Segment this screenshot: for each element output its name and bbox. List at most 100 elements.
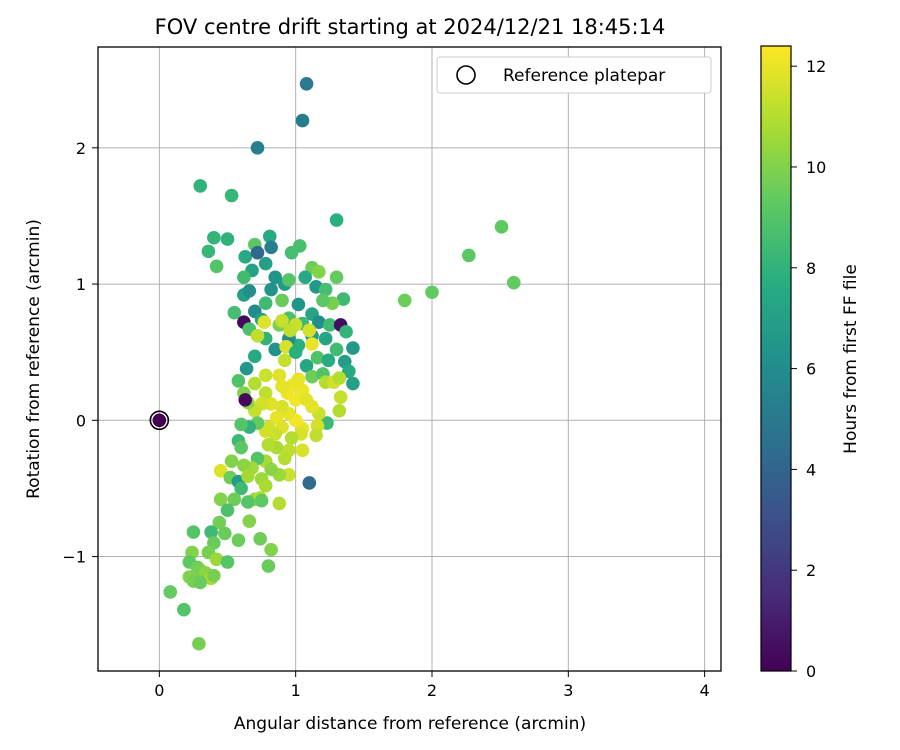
colorbar-tick-label: 4 bbox=[806, 460, 816, 479]
data-point bbox=[209, 552, 224, 567]
x-tick-label: 4 bbox=[700, 681, 710, 700]
data-point bbox=[250, 329, 265, 343]
data-point bbox=[322, 318, 337, 332]
data-point bbox=[239, 361, 254, 376]
data-point bbox=[425, 285, 439, 300]
data-point bbox=[299, 393, 314, 407]
data-point bbox=[295, 443, 310, 458]
data-point bbox=[318, 331, 333, 346]
data-point bbox=[333, 390, 348, 404]
data-point bbox=[177, 602, 191, 617]
data-point bbox=[264, 240, 278, 255]
data-point bbox=[291, 372, 306, 387]
data-point bbox=[272, 368, 287, 383]
y-axis-label: Rotation from reference (arcmin) bbox=[24, 219, 44, 499]
data-point bbox=[227, 305, 242, 320]
plot-frame bbox=[97, 46, 722, 672]
data-point bbox=[237, 458, 251, 473]
data-point bbox=[275, 379, 289, 394]
data-point bbox=[264, 462, 278, 477]
data-point bbox=[336, 292, 351, 306]
x-axis-label: Angular distance from reference (arcmin) bbox=[234, 714, 586, 734]
data-point bbox=[253, 532, 268, 546]
x-tick-label: 1 bbox=[291, 681, 301, 700]
colorbar-tick-label: 8 bbox=[806, 259, 816, 278]
y-tick-label: 2 bbox=[76, 139, 86, 158]
data-point bbox=[494, 220, 509, 234]
data-point bbox=[258, 256, 273, 271]
data-point bbox=[238, 250, 253, 264]
data-point bbox=[207, 568, 221, 583]
data-point bbox=[316, 293, 330, 308]
x-tick-label: 3 bbox=[563, 681, 573, 700]
data-point bbox=[332, 371, 347, 385]
colorbar-tick-label: 0 bbox=[806, 662, 816, 681]
y-tick-label: 1 bbox=[76, 275, 86, 294]
data-point bbox=[462, 248, 476, 263]
data-point bbox=[272, 496, 287, 511]
data-point bbox=[237, 270, 251, 285]
data-point bbox=[234, 481, 248, 496]
data-point bbox=[342, 364, 356, 379]
data-point bbox=[277, 451, 292, 466]
data-point bbox=[220, 503, 235, 518]
data-point bbox=[204, 525, 218, 539]
data-point bbox=[258, 296, 273, 310]
colorbar: 0 2 4 6 8 10 12 Hours from first FF file bbox=[760, 45, 861, 681]
data-point bbox=[186, 525, 201, 539]
data-point bbox=[305, 369, 319, 384]
legend-label: Reference platepar bbox=[503, 66, 665, 86]
data-point bbox=[312, 265, 326, 279]
data-point bbox=[224, 188, 239, 203]
data-point bbox=[346, 341, 360, 355]
data-point bbox=[220, 555, 235, 569]
data-point bbox=[192, 636, 206, 651]
data-point bbox=[234, 417, 248, 432]
y-tick-label: −1 bbox=[62, 548, 86, 567]
data-point bbox=[282, 273, 296, 287]
data-point bbox=[261, 559, 276, 573]
colorbar-tick-label: 12 bbox=[806, 57, 826, 76]
data-point bbox=[329, 270, 344, 285]
data-point bbox=[302, 476, 317, 490]
data-point bbox=[250, 141, 265, 155]
colorbar-label: Hours from first FF file bbox=[841, 264, 861, 454]
data-point bbox=[329, 213, 344, 227]
data-point bbox=[346, 376, 360, 391]
data-point bbox=[268, 342, 283, 357]
data-point bbox=[299, 76, 314, 91]
data-point bbox=[262, 229, 277, 244]
data-point bbox=[299, 359, 314, 373]
data-point bbox=[247, 376, 262, 391]
data-point bbox=[213, 463, 228, 478]
y-axis-ticks: −1 0 1 2 bbox=[62, 139, 98, 567]
data-point bbox=[193, 179, 208, 193]
data-point bbox=[305, 337, 319, 351]
colorbar-ticks: 0 2 4 6 8 10 12 bbox=[791, 57, 826, 681]
reference-point bbox=[152, 413, 167, 428]
data-point bbox=[234, 440, 248, 455]
data-point bbox=[224, 454, 239, 468]
data-point bbox=[264, 282, 278, 297]
colorbar-tick-label: 10 bbox=[806, 158, 826, 177]
data-point bbox=[238, 393, 253, 407]
data-point bbox=[295, 113, 310, 128]
data-point bbox=[163, 585, 178, 599]
data-point bbox=[275, 293, 289, 308]
grid-lines bbox=[98, 47, 721, 671]
data-point bbox=[258, 386, 273, 400]
x-tick-label: 0 bbox=[154, 681, 164, 700]
colorbar-gradient bbox=[760, 45, 792, 672]
x-axis-ticks: 0 1 2 3 4 bbox=[154, 671, 710, 700]
data-point bbox=[275, 399, 289, 414]
data-point bbox=[258, 478, 273, 493]
data-point bbox=[506, 275, 521, 290]
data-point bbox=[231, 373, 246, 388]
data-point bbox=[242, 514, 257, 528]
data-point bbox=[264, 542, 278, 557]
data-point bbox=[227, 492, 242, 507]
data-point bbox=[201, 244, 216, 259]
chart-title: FOV centre drift starting at 2024/12/21 … bbox=[155, 15, 666, 39]
data-point bbox=[250, 245, 265, 260]
